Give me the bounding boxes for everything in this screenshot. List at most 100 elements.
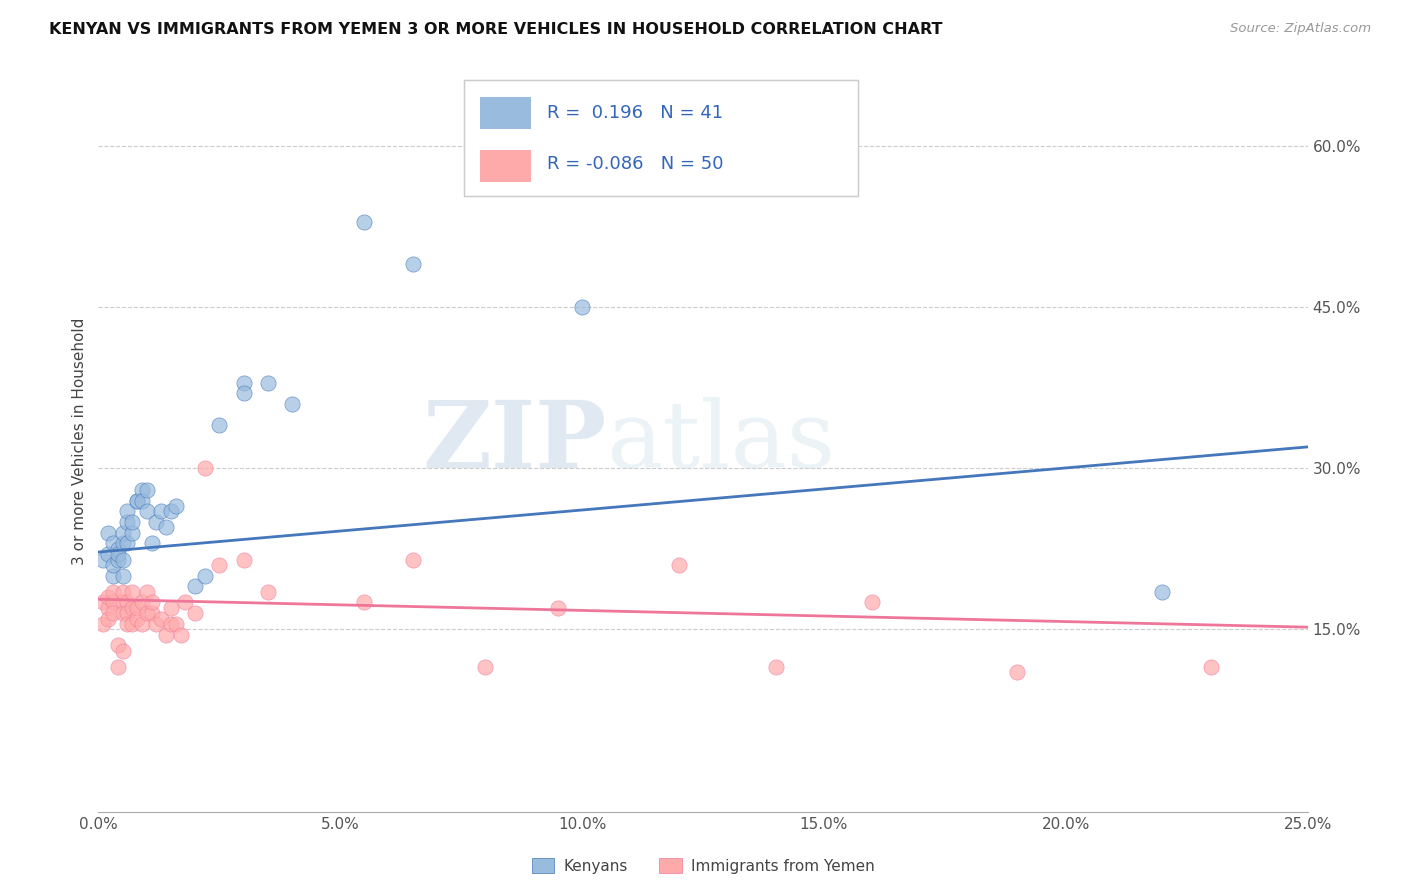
Point (169, 628, 191, 642)
Point (117, 515, 139, 529)
Point (232, 552, 254, 566)
Point (131, 493, 153, 508)
Point (208, 418, 231, 433)
Point (111, 584, 134, 599)
Point (145, 515, 167, 529)
Text: Source: ZipAtlas.com: Source: ZipAtlas.com (1230, 22, 1371, 36)
Point (107, 547, 129, 561)
Point (174, 595, 197, 609)
Point (117, 616, 139, 631)
Point (101, 558, 124, 572)
Point (208, 558, 231, 572)
Point (232, 386, 254, 401)
Point (131, 483, 153, 497)
Point (131, 616, 153, 631)
Point (101, 595, 124, 609)
Point (353, 214, 375, 228)
Point (145, 616, 167, 631)
Point (141, 606, 163, 620)
Text: R =  0.196   N = 41: R = 0.196 N = 41 (547, 103, 723, 121)
Point (256, 376, 278, 390)
Point (165, 616, 187, 631)
Point (474, 660, 496, 674)
Point (131, 595, 153, 609)
Text: atlas: atlas (606, 397, 835, 486)
Point (121, 525, 143, 540)
Point (111, 644, 134, 658)
Point (184, 606, 207, 620)
Point (668, 558, 690, 572)
Point (765, 660, 787, 674)
Point (91, 595, 114, 609)
Point (91, 616, 114, 631)
Point (194, 568, 217, 582)
Text: KENYAN VS IMMIGRANTS FROM YEMEN 3 OR MORE VEHICLES IN HOUSEHOLD CORRELATION CHAR: KENYAN VS IMMIGRANTS FROM YEMEN 3 OR MOR… (49, 22, 942, 37)
Point (232, 376, 254, 390)
Point (127, 493, 149, 508)
Point (127, 493, 149, 508)
Point (160, 600, 183, 615)
Point (97, 547, 120, 561)
Point (860, 595, 883, 609)
Point (107, 639, 129, 653)
Point (165, 499, 187, 513)
Point (135, 606, 157, 620)
Point (111, 525, 134, 540)
Point (111, 568, 134, 582)
Point (97, 525, 120, 540)
Text: R = -0.086   N = 50: R = -0.086 N = 50 (547, 155, 723, 173)
Point (135, 483, 157, 497)
Point (184, 579, 207, 593)
Point (97, 611, 120, 625)
Point (141, 536, 163, 550)
Point (281, 397, 304, 411)
Text: ZIP: ZIP (422, 397, 606, 486)
Point (117, 606, 139, 620)
Point (121, 584, 143, 599)
Point (1007, 665, 1029, 680)
Point (141, 595, 163, 609)
Point (111, 595, 134, 609)
Point (160, 504, 183, 518)
Point (1199, 660, 1222, 674)
Point (150, 611, 173, 625)
Point (121, 616, 143, 631)
Point (121, 515, 143, 529)
Point (127, 600, 149, 615)
Legend: Kenyans, Immigrants from Yemen: Kenyans, Immigrants from Yemen (526, 852, 880, 880)
Point (194, 461, 217, 475)
Point (111, 536, 134, 550)
Point (111, 606, 134, 620)
Point (121, 600, 143, 615)
FancyBboxPatch shape (479, 96, 531, 129)
Point (160, 616, 183, 631)
Point (107, 541, 129, 556)
Point (117, 504, 139, 518)
FancyBboxPatch shape (479, 150, 531, 182)
Point (91, 552, 114, 566)
Point (1152, 584, 1174, 599)
Point (402, 552, 425, 566)
Point (107, 552, 129, 566)
Point (117, 595, 139, 609)
Point (256, 584, 278, 599)
Point (97, 600, 120, 615)
Point (107, 660, 129, 674)
Point (101, 584, 124, 599)
Point (135, 504, 157, 518)
Point (402, 258, 425, 272)
Point (353, 595, 375, 609)
Point (111, 552, 134, 566)
Point (571, 301, 593, 315)
Point (127, 611, 149, 625)
Point (97, 590, 120, 604)
Point (547, 600, 569, 615)
Point (101, 568, 124, 582)
Point (155, 520, 177, 534)
Point (135, 584, 157, 599)
Point (101, 606, 124, 620)
Y-axis label: 3 or more Vehicles in Household: 3 or more Vehicles in Household (72, 318, 87, 566)
Point (117, 536, 139, 550)
Point (150, 504, 173, 518)
Point (101, 536, 124, 550)
